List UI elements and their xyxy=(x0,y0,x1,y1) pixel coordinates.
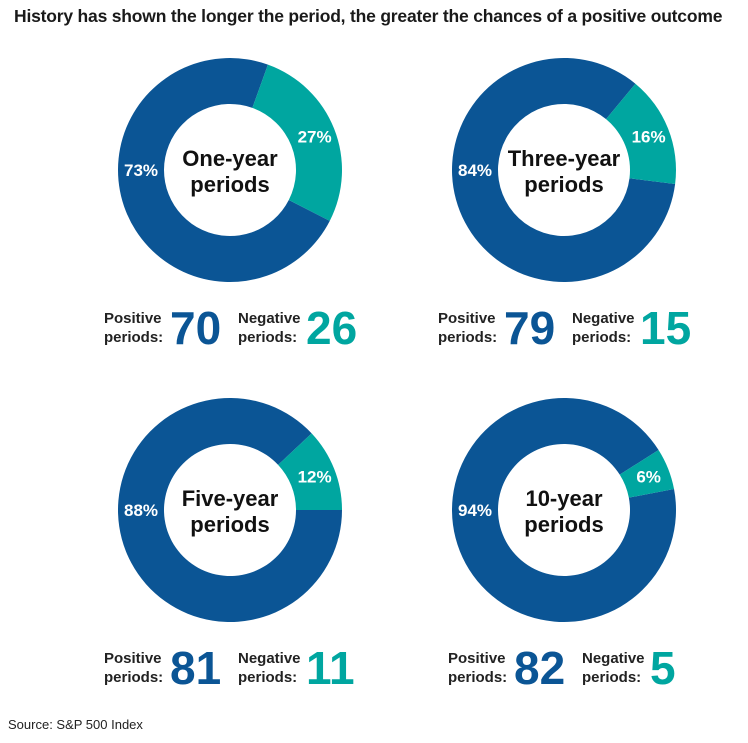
positive-periods-label-line-1: Positive xyxy=(438,310,496,327)
positive-periods-label-line-2: periods: xyxy=(448,669,507,686)
center-label-line-2: periods xyxy=(524,512,603,537)
center-label-line-2: periods xyxy=(190,172,269,197)
negative-periods-count: 15 xyxy=(640,302,691,354)
positive-pct-label: 73% xyxy=(124,161,158,180)
negative-periods-label-line-2: periods: xyxy=(582,669,641,686)
negative-pct-label: 16% xyxy=(632,128,666,147)
positive-slice xyxy=(118,58,330,283)
negative-slice xyxy=(606,83,676,185)
positive-pct-label: 84% xyxy=(458,161,492,180)
negative-periods-label-line-1: Negative xyxy=(582,650,645,667)
negative-pct-label: 12% xyxy=(298,468,332,487)
positive-pct-label: 88% xyxy=(124,501,158,520)
center-label-line-1: Three-year xyxy=(508,146,621,171)
negative-periods-label-line-2: periods: xyxy=(238,329,297,346)
positive-slice xyxy=(118,397,343,622)
center-label-line-1: Five-year xyxy=(182,486,279,511)
center-label-line-1: One-year xyxy=(182,146,278,171)
negative-periods-label-line-1: Negative xyxy=(238,310,301,327)
positive-periods-label-line-2: periods: xyxy=(104,669,163,686)
center-label-line-2: periods xyxy=(190,512,269,537)
negative-periods-count: 11 xyxy=(306,642,355,694)
positive-periods-count: 79 xyxy=(504,302,555,354)
negative-pct-label: 27% xyxy=(298,128,332,147)
positive-pct-label: 94% xyxy=(458,501,492,520)
positive-periods-label-line-1: Positive xyxy=(448,650,506,667)
positive-periods-label-line-2: periods: xyxy=(104,329,163,346)
negative-pct-label: 6% xyxy=(636,468,661,487)
source-note: Source: S&P 500 Index xyxy=(8,717,143,732)
negative-periods-label-line-1: Negative xyxy=(572,310,635,327)
negative-periods-count: 26 xyxy=(306,302,357,354)
negative-periods-count: 5 xyxy=(650,642,676,694)
negative-slice xyxy=(619,449,675,498)
positive-slice xyxy=(452,398,677,623)
negative-periods-label-line-2: periods: xyxy=(572,329,631,346)
positive-periods-label-line-2: periods: xyxy=(438,329,497,346)
negative-periods-label-line-2: periods: xyxy=(238,669,297,686)
negative-slice xyxy=(278,433,342,510)
negative-periods-label-line-1: Negative xyxy=(238,650,301,667)
chart-title: History has shown the longer the period,… xyxy=(14,6,723,26)
positive-periods-count: 81 xyxy=(170,642,221,694)
negative-slice xyxy=(252,64,342,221)
positive-periods-label-line-1: Positive xyxy=(104,310,162,327)
positive-periods-count: 70 xyxy=(170,302,221,354)
center-label-line-1: 10-year xyxy=(525,486,603,511)
positive-periods-count: 82 xyxy=(514,642,565,694)
center-label-line-2: periods xyxy=(524,172,603,197)
positive-periods-label-line-1: Positive xyxy=(104,650,162,667)
positive-slice xyxy=(452,57,676,283)
